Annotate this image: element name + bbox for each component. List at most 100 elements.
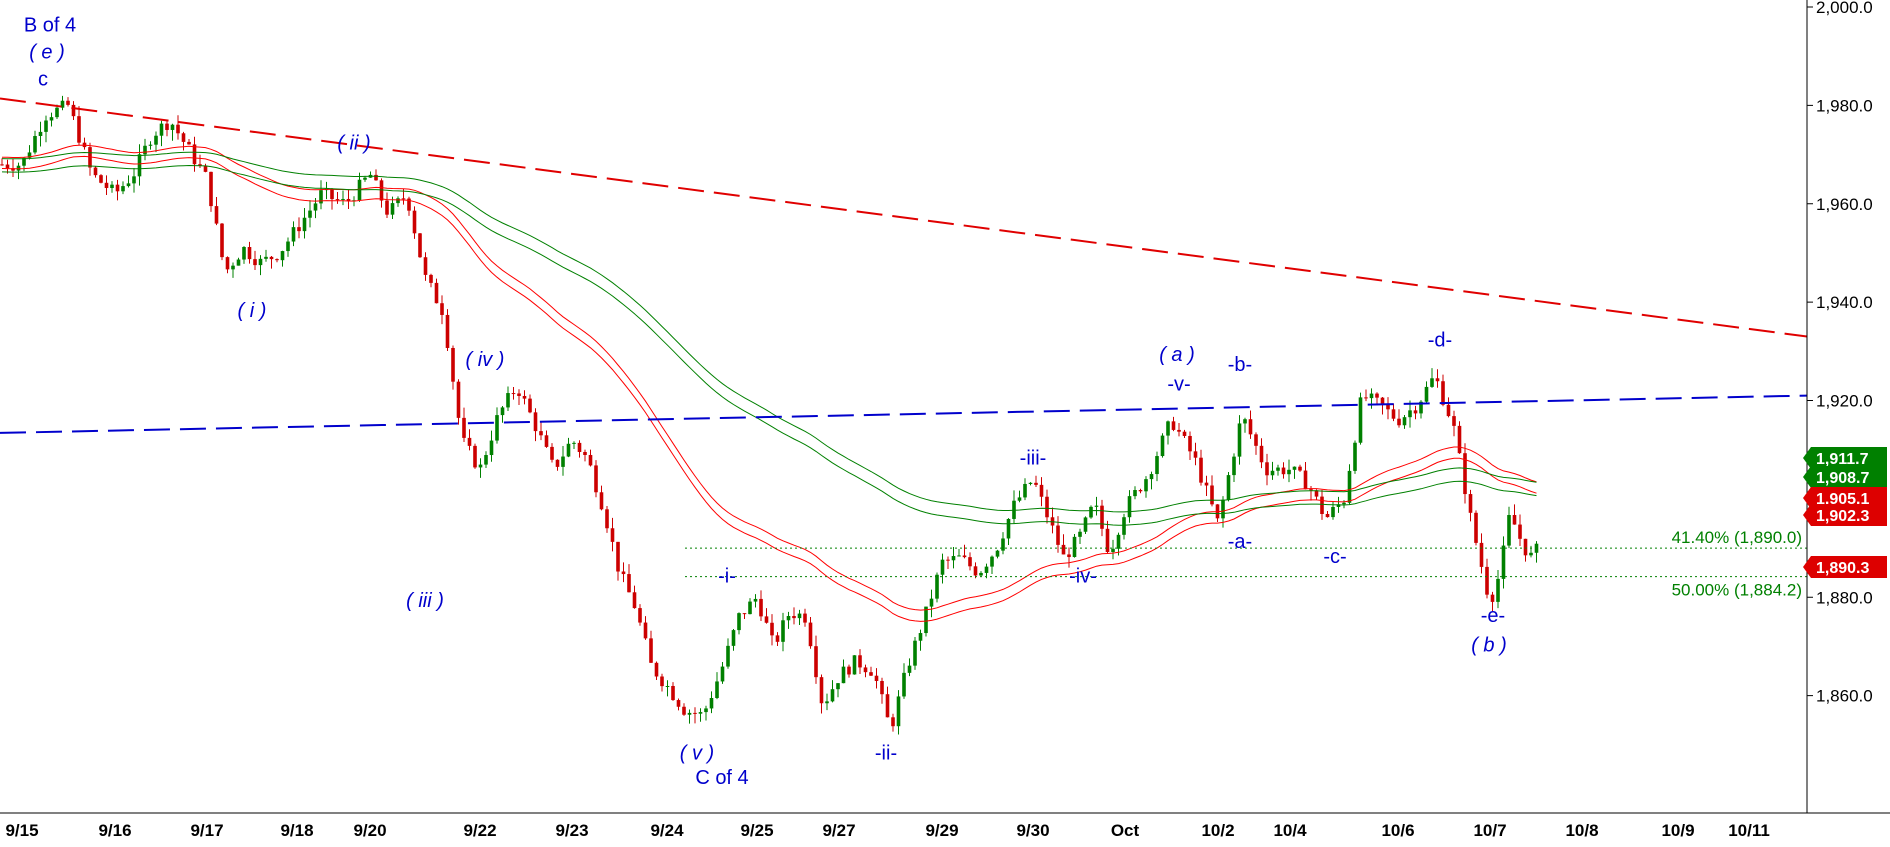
candle-body xyxy=(1243,419,1247,424)
x-tick-label: 9/27 xyxy=(822,821,855,840)
wave-label: ( a ) xyxy=(1159,344,1195,366)
candle-body xyxy=(962,555,967,558)
x-tick-label: 10/2 xyxy=(1201,821,1234,840)
candle-body xyxy=(220,223,224,258)
candle-body xyxy=(1122,517,1126,535)
candle-body xyxy=(1155,456,1159,475)
moving-average-line xyxy=(1,164,1537,526)
candle-body xyxy=(302,217,307,232)
candle-body xyxy=(808,622,813,647)
candle-body xyxy=(676,700,681,707)
candle-body xyxy=(66,100,70,105)
candle-body xyxy=(1171,421,1176,430)
candle-body xyxy=(819,677,824,704)
candle-body xyxy=(412,210,417,234)
candle-body xyxy=(671,685,675,701)
price-badge-label: 1,908.7 xyxy=(1816,470,1869,487)
candle-body xyxy=(1518,524,1522,539)
candle-body xyxy=(1386,404,1390,410)
candle-body xyxy=(632,592,637,609)
candle-body xyxy=(891,717,895,727)
candle-body xyxy=(1006,518,1011,539)
candle-body xyxy=(1100,505,1104,529)
wave-label: -ii- xyxy=(875,743,897,765)
candle-body xyxy=(126,183,131,187)
candle-body xyxy=(27,152,32,158)
candle-body xyxy=(319,190,323,204)
candle-body xyxy=(995,550,1000,557)
candle-body xyxy=(858,655,862,668)
candle-body xyxy=(957,555,961,557)
wave-label: -d- xyxy=(1428,329,1452,351)
candle-body xyxy=(913,640,917,666)
candle-body xyxy=(1320,496,1324,515)
candle-body xyxy=(291,227,296,242)
candle-body xyxy=(825,701,829,704)
candle-body xyxy=(1270,470,1275,476)
x-tick-label: 9/29 xyxy=(925,821,958,840)
candle-body xyxy=(214,206,219,224)
wave-label: -i- xyxy=(718,565,736,587)
candle-body xyxy=(797,613,802,619)
candle-body xyxy=(192,144,197,165)
candle-body xyxy=(1441,381,1445,405)
x-tick-label: 9/23 xyxy=(555,821,588,840)
candle-body xyxy=(1199,457,1203,483)
candle-body xyxy=(423,257,428,275)
x-tick-label: 9/22 xyxy=(463,821,496,840)
candle-body xyxy=(451,347,455,382)
candle-body xyxy=(748,601,752,615)
candle-body xyxy=(1331,506,1335,518)
candle-body xyxy=(1094,505,1099,507)
candle-body xyxy=(1507,515,1511,546)
candle-body xyxy=(1237,423,1242,457)
candle-body xyxy=(1325,514,1330,518)
candle-body xyxy=(1105,528,1110,553)
candle-body xyxy=(720,666,725,682)
candle-body xyxy=(1435,378,1440,382)
moving-average-line xyxy=(1,155,1537,622)
candle-body xyxy=(1457,425,1462,454)
wave-label: -iii- xyxy=(1020,447,1047,469)
wave-label: ( b ) xyxy=(1471,634,1507,656)
x-tick-label: 9/18 xyxy=(280,821,313,840)
candle-body xyxy=(863,667,868,673)
candle-body xyxy=(1144,479,1148,492)
candle-body xyxy=(764,616,769,623)
candle-body xyxy=(242,247,246,260)
candle-body xyxy=(231,265,235,270)
fib-level-label: 41.40% (1,890.0) xyxy=(1672,528,1802,547)
wave-label: ( iii ) xyxy=(406,590,444,612)
candles xyxy=(0,95,1539,735)
candle-body xyxy=(665,685,670,687)
candle-body xyxy=(869,672,873,676)
candle-body xyxy=(775,635,780,642)
x-tick-label: 10/4 xyxy=(1273,821,1307,840)
candle-body xyxy=(1446,404,1451,417)
candle-body xyxy=(445,314,450,348)
candle-body xyxy=(539,431,543,436)
candle-body xyxy=(907,665,912,673)
x-tick-label: 9/20 xyxy=(353,821,386,840)
candle-body xyxy=(698,712,703,714)
candle-body xyxy=(209,171,213,207)
wave-label: -e- xyxy=(1481,605,1505,627)
candle-body xyxy=(522,395,527,399)
candle-body xyxy=(814,646,818,678)
candle-body xyxy=(473,445,477,468)
candle-body xyxy=(1182,431,1187,436)
candle-body xyxy=(401,198,406,200)
candle-body xyxy=(313,203,318,211)
candle-body xyxy=(1303,470,1308,490)
candle-body xyxy=(737,613,741,631)
candle-body xyxy=(407,198,411,211)
x-tick-label: 9/15 xyxy=(5,821,38,840)
candle-body xyxy=(638,608,642,623)
candle-body xyxy=(379,180,384,201)
candle-body xyxy=(1336,504,1341,507)
candle-body xyxy=(1056,525,1060,545)
candle-body xyxy=(902,672,906,697)
price-badge: 1,902.3 xyxy=(1803,504,1887,526)
candle-body xyxy=(1067,554,1071,558)
candle-body xyxy=(880,680,884,695)
